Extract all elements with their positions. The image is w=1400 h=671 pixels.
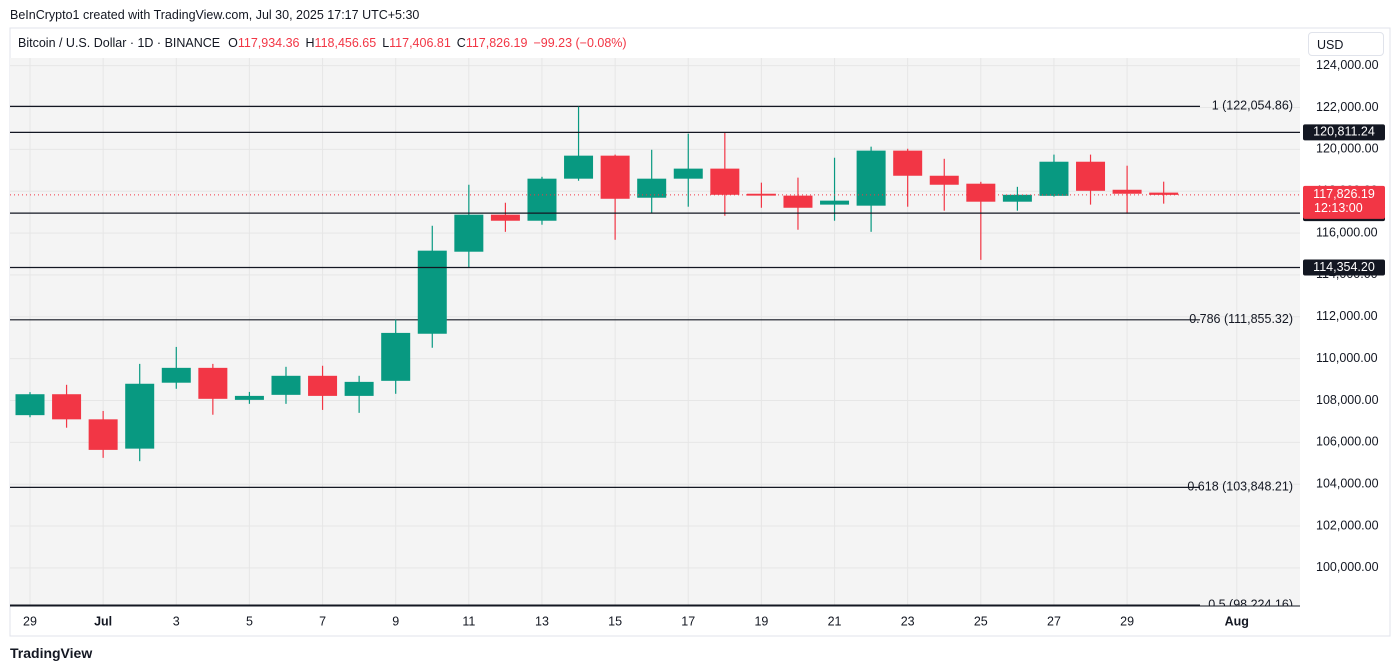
y-tick-label: 110,000.00 — [1316, 351, 1378, 365]
y-tick-label: 100,000.00 — [1316, 560, 1379, 574]
x-tick-label: 29 — [23, 614, 37, 628]
price-badge — [1303, 259, 1385, 276]
candle-body — [88, 419, 118, 450]
x-tick-label: Aug — [1225, 614, 1249, 628]
candle-body — [271, 375, 301, 395]
y-tick-label: 108,000.00 — [1316, 393, 1379, 407]
last-price-badge — [1303, 185, 1385, 219]
price-badge — [1303, 124, 1385, 141]
fib-label: 0.618 (103,848.21) — [1187, 480, 1293, 494]
x-tick-label: 7 — [319, 614, 326, 628]
candle-body — [783, 195, 813, 208]
countdown: 12:13:00 — [1314, 201, 1363, 215]
x-tick-label: 21 — [828, 614, 842, 628]
candle-body — [856, 150, 886, 206]
symbol-title: Bitcoin / U.S. Dollar · 1D · BINANCE — [18, 36, 221, 50]
y-tick-label: 124,000.00 — [1316, 58, 1379, 72]
ohlc-key: H — [305, 36, 315, 50]
candle-body — [234, 395, 264, 400]
price-badge-label: 114,354.20 — [1313, 260, 1375, 274]
fib-label: 0.786 (111,855.32) — [1189, 312, 1293, 326]
ohlc-value: 118,456.65 — [314, 36, 377, 50]
candle-body — [710, 168, 740, 195]
candle-body — [1002, 194, 1032, 202]
candle-body — [454, 214, 484, 252]
candle-body — [125, 383, 155, 449]
fib-label: 0.5 (98,224.16) — [1208, 597, 1293, 611]
plot: 1 (122,054.86) 0.786 (111,855.32) 0.618 (1… — [10, 58, 1300, 611]
candle-body — [637, 178, 667, 198]
candle-body — [673, 168, 703, 179]
candle-body — [600, 155, 630, 199]
x-tick-label: 25 — [974, 614, 988, 628]
y-tick-label: 122,000.00 — [1316, 100, 1379, 114]
x-tick-label: 11 — [462, 614, 475, 628]
candle-body — [308, 375, 338, 396]
credit: BeInCrypto1 created with TradingView.com… — [10, 8, 420, 22]
candle-body — [820, 200, 850, 205]
candle-body — [417, 250, 447, 334]
candle-body — [1039, 161, 1069, 196]
candle-body — [344, 381, 374, 396]
change: −99.23 (−0.08%) — [533, 36, 627, 50]
x-tick-label: 3 — [173, 614, 180, 628]
candle-body — [929, 175, 959, 185]
x-tick-label: 13 — [535, 614, 549, 628]
candle-body — [15, 394, 45, 416]
x-tick-label: 29 — [1120, 614, 1134, 628]
ohlc-value: 117,826.19 — [465, 36, 528, 50]
y-tick-label: 104,000.00 — [1316, 477, 1379, 491]
ohlc-key: L — [382, 36, 390, 50]
candle-body — [893, 150, 923, 176]
plot-area — [10, 58, 1300, 606]
ohlc-value: 117,406.81 — [389, 36, 451, 50]
y-tick-label: 116,000.00 — [1316, 225, 1378, 239]
y-tick-label: 106,000.00 — [1316, 435, 1379, 449]
candle-body — [564, 155, 594, 179]
ohlc-key: O — [228, 36, 238, 50]
candle-body — [746, 193, 776, 196]
ohlc-key: C — [456, 36, 466, 50]
candle-body — [381, 332, 411, 381]
candle-body — [527, 178, 557, 221]
symbol-legend: Bitcoin / U.S. Dollar · 1D · BINANCE O 117… — [18, 36, 627, 50]
candle-body — [1076, 161, 1106, 191]
y-tick-label: 102,000.00 — [1316, 518, 1379, 532]
candle-body — [1149, 192, 1179, 195]
y-tick-label: 112,000.00 — [1316, 309, 1378, 323]
ohlc-value: 117,934.36 — [237, 36, 300, 50]
fib-label: 1 (122,054.86) — [1212, 99, 1293, 113]
x-tick-label: 19 — [754, 614, 768, 628]
candle-body — [161, 367, 191, 383]
brand: TradingView — [10, 645, 93, 661]
x-tick-label: 17 — [681, 614, 695, 628]
y-tick-label: 120,000.00 — [1316, 142, 1379, 156]
price-badge-label: 120,811.24 — [1313, 125, 1375, 139]
candle-body — [198, 367, 228, 399]
x-tick-label: Jul — [94, 614, 112, 628]
candle-body — [1112, 189, 1142, 194]
x-tick-label: 27 — [1047, 614, 1061, 628]
currency-button[interactable]: USD — [1308, 32, 1384, 56]
candle-body — [52, 394, 82, 420]
candle-body — [966, 183, 996, 202]
x-tick-label: 23 — [901, 614, 915, 628]
x-tick-label: 5 — [246, 614, 253, 628]
last-price-label: 117,826.19 — [1313, 187, 1375, 201]
x-tick-label: 9 — [392, 614, 399, 628]
candle-body — [490, 214, 520, 221]
x-tick-label: 15 — [608, 614, 622, 628]
